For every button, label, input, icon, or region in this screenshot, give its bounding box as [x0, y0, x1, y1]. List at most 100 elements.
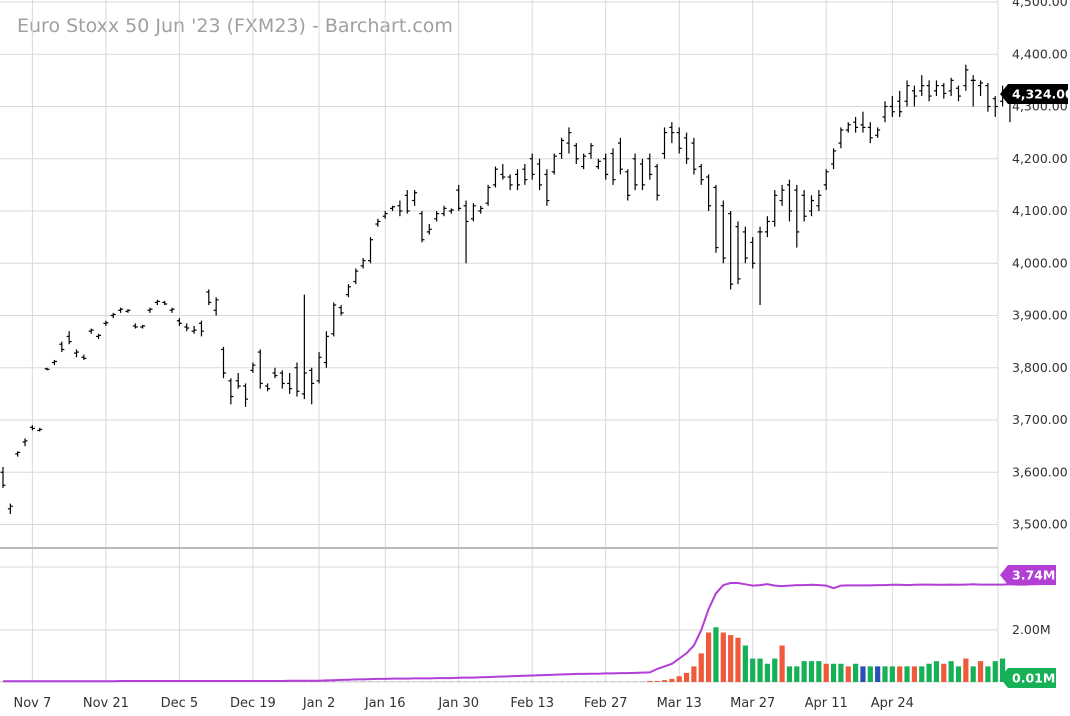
ohlc-bar [838, 127, 844, 149]
ohlc-bar [463, 200, 469, 264]
ohlc-bar [573, 143, 579, 164]
ohlc-bar [154, 299, 160, 306]
volume-bar [331, 681, 337, 682]
ohlc-bar [728, 211, 734, 290]
volume-bar [830, 663, 837, 682]
last-price-tag: 4,324.00 [1000, 83, 1070, 104]
date-tick-label: Mar 13 [657, 696, 702, 711]
date-axis: Nov 7 Nov 21 Dec 5 Dec 19 Jan 2 Jan 16 Jan 30 F… [14, 696, 914, 711]
volume-bar [933, 661, 940, 682]
ohlc-bar [963, 64, 969, 91]
volume-bar [603, 681, 609, 682]
ohlc-bar [198, 320, 204, 337]
avg-volume-tag: 3.74M [1000, 565, 1056, 585]
ohlc-bar [809, 195, 814, 217]
volume-bar [404, 681, 410, 682]
ohlc-bar [588, 143, 594, 159]
ohlc-bar [794, 184, 800, 248]
volume-bar [963, 658, 969, 682]
ohlc-bar [676, 127, 682, 154]
ohlc-bar [537, 158, 543, 191]
volume-series [0, 627, 1006, 682]
volume-bar [617, 681, 623, 682]
volume-bar [463, 681, 469, 682]
volume-bar [382, 681, 388, 682]
ohlc-bar [287, 372, 293, 394]
volume-bar [955, 666, 962, 682]
volume-bar [389, 681, 396, 682]
ohlc-bar [647, 153, 653, 180]
volume-bar [992, 661, 998, 682]
volume-bar [786, 666, 793, 682]
ohlc-bar [375, 218, 381, 227]
volume-bar [661, 680, 668, 682]
ohlc-bar [456, 184, 462, 211]
volume-bar [897, 666, 903, 682]
ohlc-bar [742, 226, 748, 264]
ohlc-bar [823, 169, 829, 191]
volume-bar [757, 658, 763, 682]
ohlc-bar [221, 346, 226, 379]
ohlc-bar [551, 153, 557, 175]
ohlc-bar [720, 200, 726, 264]
volume-bar [654, 680, 660, 682]
volume-bar [566, 681, 572, 682]
volume-bar [706, 632, 712, 682]
volume-bar [595, 681, 601, 682]
ohlc-bar [279, 370, 285, 389]
ohlc-bar [978, 80, 984, 97]
ohlc-bar [904, 80, 910, 107]
ohlc-bar [735, 221, 741, 285]
volume-bar [823, 663, 829, 682]
date-tick-label: Apr 24 [871, 696, 914, 711]
ohlc-bar [419, 211, 425, 243]
date-tick-label: Feb 27 [584, 696, 628, 711]
ohlc-bar [603, 153, 609, 180]
volume-bar [367, 681, 374, 682]
ohlc-bar [88, 328, 94, 334]
volume-bar [287, 681, 293, 682]
ohlc-bar [610, 148, 616, 185]
ohlc-bar [118, 307, 124, 313]
volume-bar [441, 681, 447, 682]
volume-bar [882, 666, 888, 682]
volume-bar [309, 681, 315, 682]
volume-bar [0, 681, 6, 682]
ohlc-bar [595, 158, 601, 170]
volume-bar [419, 681, 425, 682]
volume-bar [544, 681, 550, 682]
volume-bar [507, 681, 513, 682]
ohlc-bar [941, 82, 947, 99]
ohlc-bar [250, 362, 256, 373]
ohlc-bar [529, 153, 535, 180]
volume-bar [316, 681, 322, 682]
volume-bar [860, 666, 866, 682]
volume-bar [779, 645, 785, 682]
ohlc-bar [162, 300, 168, 306]
ohlc-bar [397, 200, 403, 217]
price-tick-label: 3,500.00 [1012, 517, 1068, 532]
volume-bar [808, 661, 815, 682]
ohlc-bar [345, 284, 351, 298]
volume-bar [1000, 658, 1006, 682]
ohlc-bar [956, 85, 961, 102]
ohlc-bar [478, 205, 484, 214]
volume-bar [691, 666, 697, 682]
grid [0, 0, 999, 683]
ohlc-bar [911, 85, 917, 107]
ohlc-bar [882, 101, 888, 123]
chart-title: Euro Stoxx 50 Jun '23 (FXM23) - Barchart… [17, 15, 453, 37]
ohlc-bar [169, 307, 175, 313]
volume-bar [970, 666, 976, 682]
price-tick-label: 4,400.00 [1012, 46, 1068, 61]
ohlc-bar [515, 169, 520, 191]
ohlc-bar [684, 132, 690, 164]
ohlc-bar [831, 148, 837, 170]
volume-bar [750, 658, 756, 682]
avg-volume-line [3, 582, 1047, 683]
ohlc-bar [103, 320, 109, 326]
volume-bar [853, 663, 859, 682]
volume-bar [632, 681, 638, 682]
last-price-label: 4,324.00 [1012, 86, 1070, 101]
price-tick-label: 4,100.00 [1012, 203, 1068, 218]
